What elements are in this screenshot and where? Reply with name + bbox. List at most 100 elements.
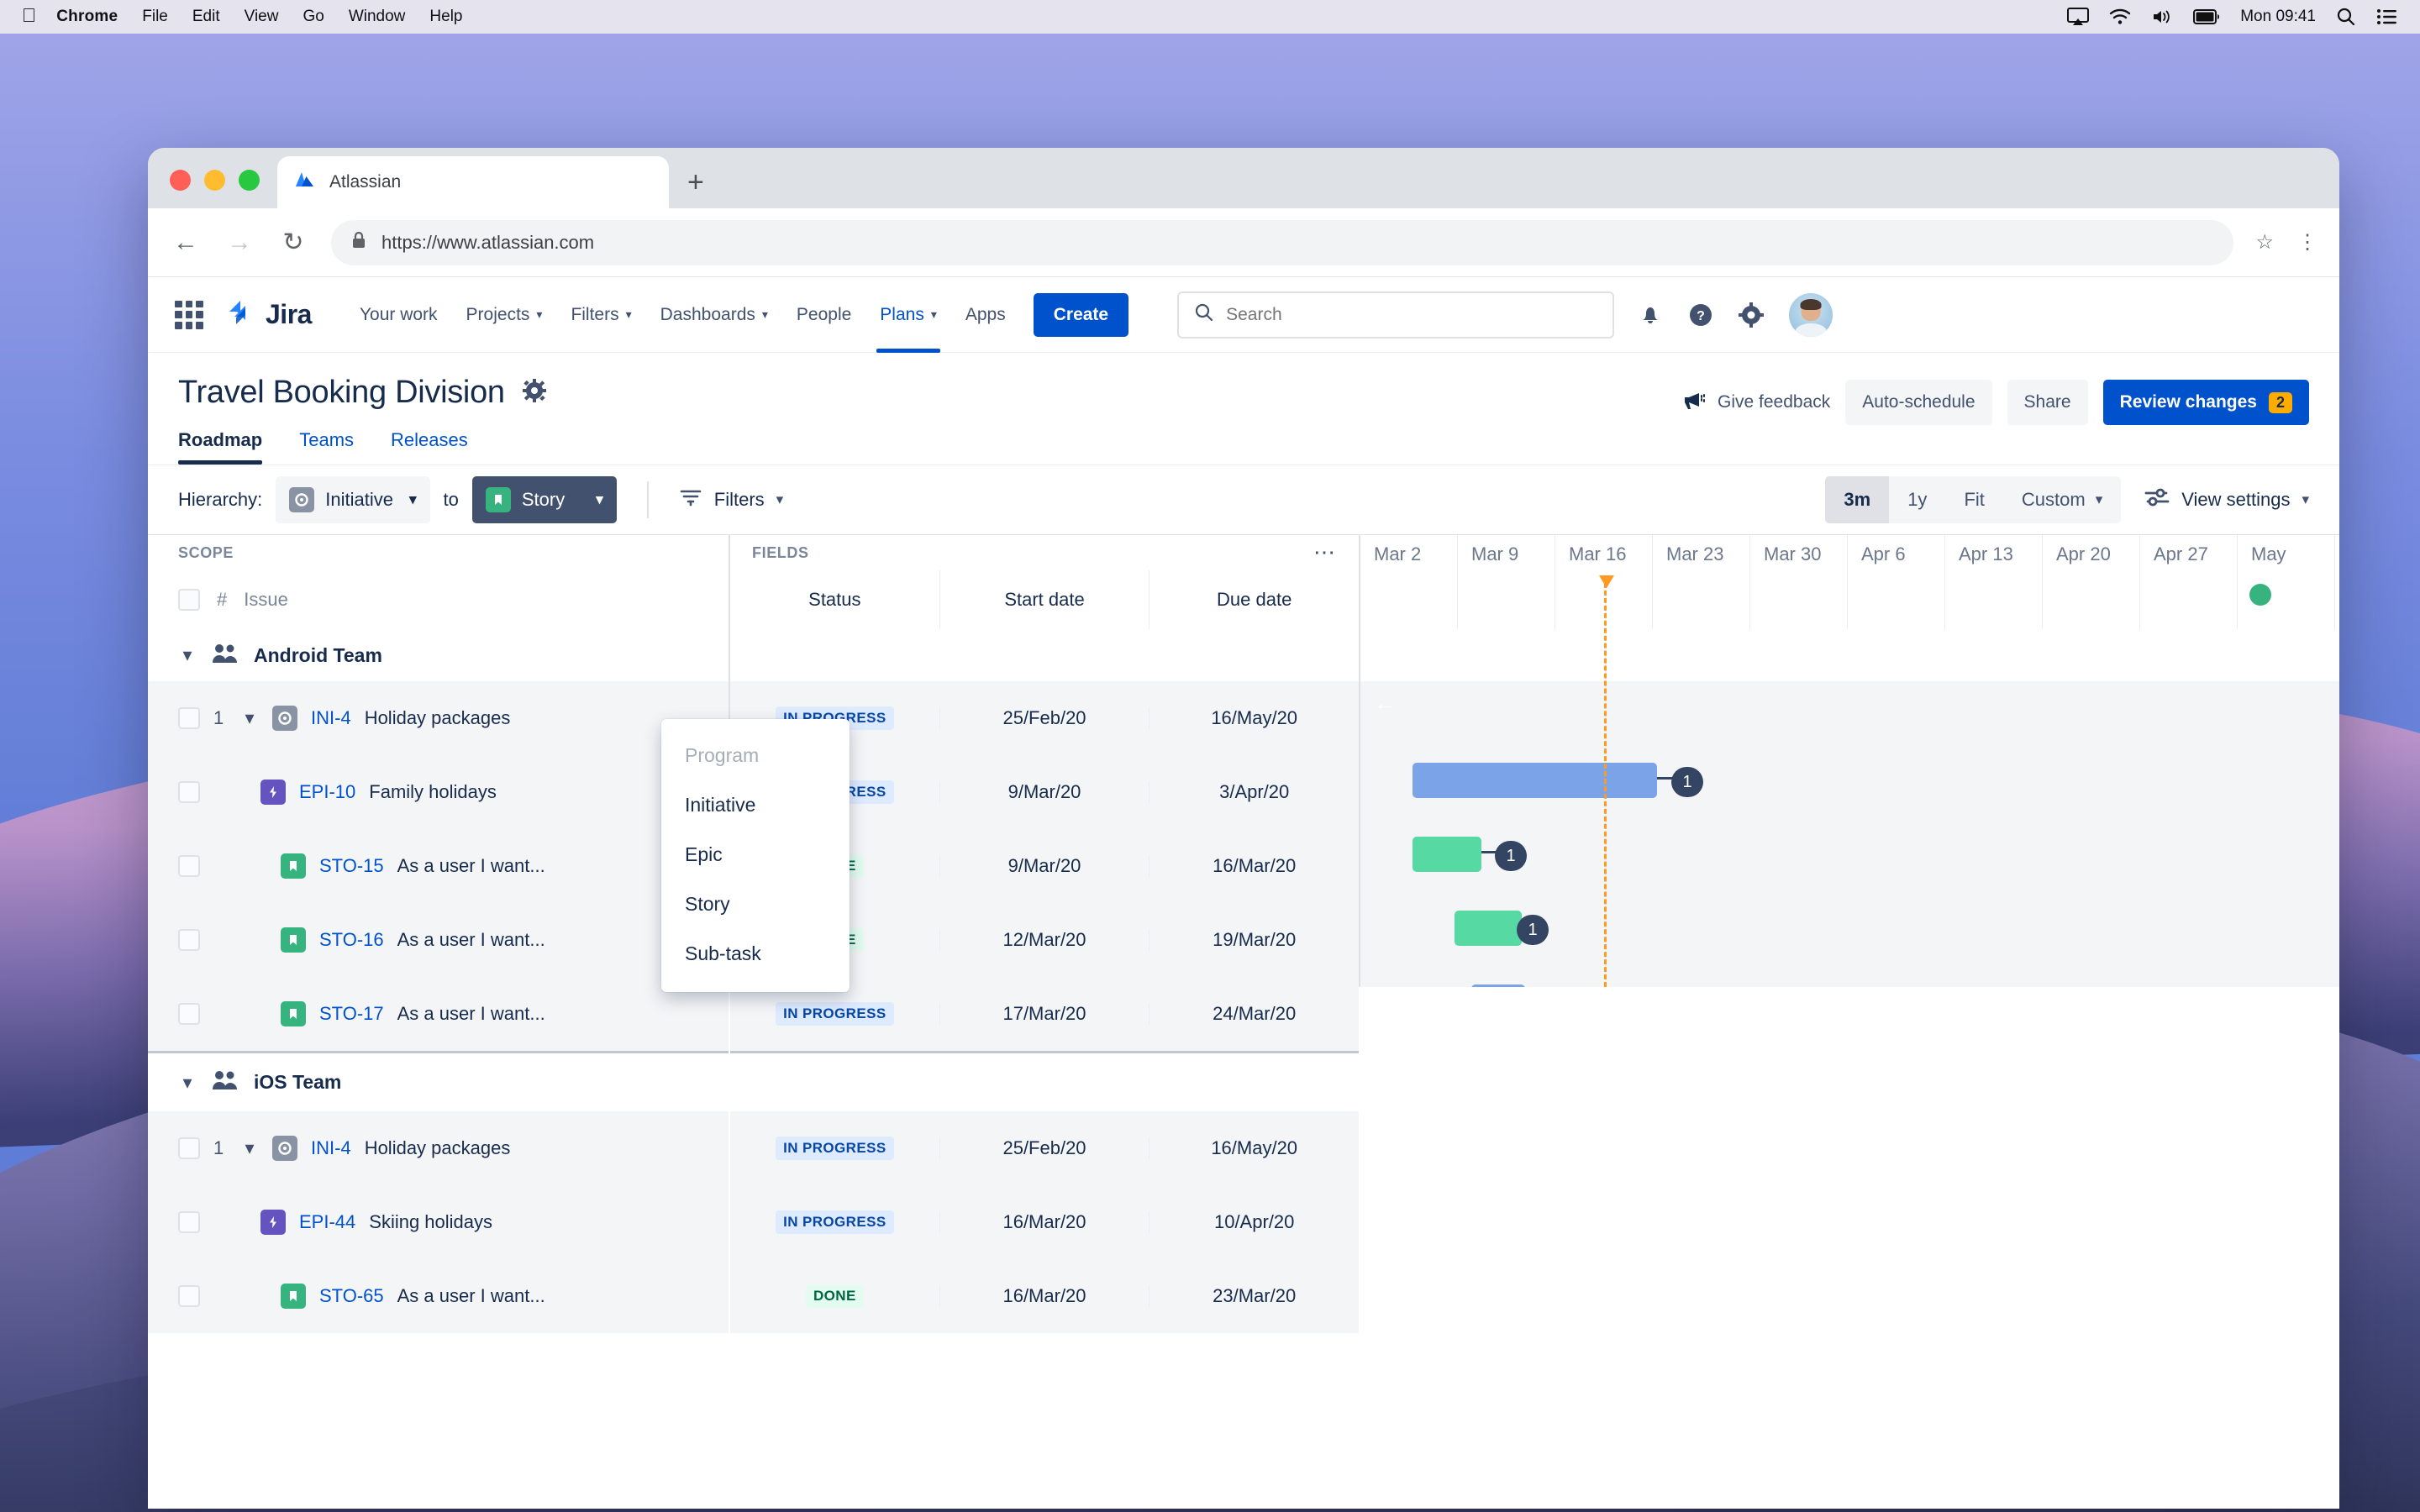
issue-key[interactable]: STO-15 xyxy=(319,855,384,876)
give-feedback-button[interactable]: Give feedback xyxy=(1682,389,1830,416)
release-marker[interactable] xyxy=(2249,584,2271,606)
bell-icon[interactable] xyxy=(1638,302,1663,328)
table-row[interactable]: 1 ▾ INI-4 Holiday packages xyxy=(148,1111,729,1185)
reload-icon[interactable]: ↻ xyxy=(282,228,304,256)
tab-roadmap[interactable]: Roadmap xyxy=(178,429,263,465)
menubar-clock[interactable]: Mon 09:41 xyxy=(2240,8,2316,25)
zoom-option-fit[interactable]: Fit xyxy=(1964,489,1985,510)
timeline-bar-rollup[interactable]: ← xyxy=(1360,688,2339,718)
dependency-badge[interactable]: 1 xyxy=(1671,767,1703,797)
minimize-window-button[interactable] xyxy=(204,170,225,191)
volume-icon[interactable] xyxy=(2151,8,2173,25)
timeline-column[interactable]: Mar 2 Mar 9 Mar 16 Mar 23 Mar 30 Apr 6 A… xyxy=(1360,535,2339,987)
timeline-bar[interactable] xyxy=(1413,763,1657,798)
dropdown-item-initiative[interactable]: Initiative xyxy=(685,794,756,816)
hierarchy-from-select[interactable]: Initiative ▾ xyxy=(276,476,430,523)
timeline-bar[interactable] xyxy=(1455,911,1522,946)
battery-icon[interactable] xyxy=(2193,9,2220,24)
column-header-start-date[interactable]: Start date xyxy=(939,570,1150,629)
tab-teams[interactable]: Teams xyxy=(299,429,355,450)
issue-key[interactable]: EPI-10 xyxy=(299,781,356,802)
forward-arrow-icon[interactable]: → xyxy=(227,228,252,256)
issue-key[interactable]: STO-16 xyxy=(319,929,384,950)
issue-key[interactable]: STO-65 xyxy=(319,1285,384,1306)
chevron-down-icon[interactable]: ▾ xyxy=(182,1071,192,1093)
avatar[interactable] xyxy=(1789,292,1833,337)
chevron-down-icon[interactable]: ▾ xyxy=(245,1137,255,1158)
search-input[interactable] xyxy=(1226,304,1598,325)
url-bar[interactable]: https://www.atlassian.com xyxy=(331,219,2234,265)
select-all-checkbox[interactable] xyxy=(178,589,200,611)
review-changes-button[interactable]: Review changes 2 xyxy=(2102,380,2309,425)
issue-key[interactable]: INI-4 xyxy=(311,1137,351,1158)
column-header-status[interactable]: Status xyxy=(808,589,861,610)
nav-item-projects[interactable]: Projects ▾ xyxy=(452,277,557,353)
jira-logo[interactable]: Jira xyxy=(225,299,312,331)
nav-item-people[interactable]: People xyxy=(782,277,865,353)
more-options-icon[interactable]: ⋯ xyxy=(1313,539,1337,565)
issue-key[interactable]: STO-17 xyxy=(319,1003,384,1024)
share-button[interactable]: Share xyxy=(2007,380,2088,425)
row-checkbox[interactable] xyxy=(178,707,200,729)
menu-item-view[interactable]: View xyxy=(229,8,279,25)
group-header-android-team[interactable]: ▾ Android Team xyxy=(148,629,729,681)
zoom-option-1y[interactable]: 1y xyxy=(1907,489,1928,510)
help-circle-icon[interactable]: ? xyxy=(1688,302,1713,328)
nav-item-apps[interactable]: Apps xyxy=(951,277,1020,353)
column-header-due-date[interactable]: Due date xyxy=(1149,570,1359,629)
nav-item-dashboards[interactable]: Dashboards ▾ xyxy=(646,277,782,353)
issue-key[interactable]: EPI-44 xyxy=(299,1211,356,1232)
table-row[interactable]: STO-15 As a user I want... xyxy=(148,829,729,903)
row-checkbox[interactable] xyxy=(178,855,200,877)
tab-releases[interactable]: Releases xyxy=(391,429,468,450)
browser-tab[interactable]: Atlassian xyxy=(277,156,669,208)
filters-button[interactable]: Filters ▾ xyxy=(679,487,783,512)
menu-app-name[interactable]: Chrome xyxy=(42,8,118,25)
row-checkbox[interactable] xyxy=(178,1137,200,1159)
table-row[interactable]: EPI-10 Family holidays xyxy=(148,755,729,829)
timeline-body[interactable]: ← 1 1 1 1 xyxy=(1360,629,2339,987)
dropdown-item-sub-task[interactable]: Sub-task xyxy=(685,942,761,964)
group-header-ios-team[interactable]: ▾ iOS Team xyxy=(148,1051,729,1111)
nav-item-your-work[interactable]: Your work xyxy=(345,277,452,353)
issue-key[interactable]: INI-4 xyxy=(311,707,351,728)
dependency-badge[interactable]: 1 xyxy=(1517,915,1549,945)
hierarchy-to-select[interactable]: Story ▾ xyxy=(471,476,617,523)
chevron-down-icon[interactable]: ▾ xyxy=(182,644,192,665)
wifi-icon[interactable] xyxy=(2109,8,2131,25)
row-checkbox[interactable] xyxy=(178,929,200,951)
table-row[interactable]: EPI-44 Skiing holidays xyxy=(148,1185,729,1259)
zoom-option-custom[interactable]: Custom ▾ xyxy=(2003,476,2121,523)
dropdown-item-story[interactable]: Story xyxy=(685,893,730,915)
row-checkbox[interactable] xyxy=(178,781,200,803)
chevron-down-icon[interactable]: ▾ xyxy=(245,707,255,728)
zoom-option-3m[interactable]: 3m xyxy=(1825,476,1890,523)
app-switcher-icon[interactable] xyxy=(175,300,203,329)
row-checkbox[interactable] xyxy=(178,1211,200,1233)
hierarchy-level-dropdown[interactable]: Program Initiative Epic Story Sub-task xyxy=(661,719,850,992)
table-row[interactable]: STO-17 As a user I want... xyxy=(148,977,729,1051)
auto-schedule-button[interactable]: Auto-schedule xyxy=(1845,380,1992,425)
menu-item-window[interactable]: Window xyxy=(334,8,406,25)
apple-icon[interactable]:  xyxy=(22,5,36,25)
kebab-menu-icon[interactable]: ⋮ xyxy=(2297,231,2317,254)
global-search[interactable] xyxy=(1177,291,1615,339)
timeline-bar[interactable] xyxy=(1471,984,1525,987)
nav-item-filters[interactable]: Filters ▾ xyxy=(556,277,645,353)
new-tab-button[interactable]: + xyxy=(687,166,704,198)
row-checkbox[interactable] xyxy=(178,1285,200,1307)
dropdown-item-epic[interactable]: Epic xyxy=(685,843,723,865)
row-checkbox[interactable] xyxy=(178,1003,200,1025)
close-window-button[interactable] xyxy=(170,170,191,191)
star-icon[interactable]: ☆ xyxy=(2255,231,2274,254)
menu-item-file[interactable]: File xyxy=(128,8,168,25)
menu-item-edit[interactable]: Edit xyxy=(177,8,220,25)
maximize-window-button[interactable] xyxy=(239,170,260,191)
timeline-bar[interactable] xyxy=(1413,837,1481,872)
menu-item-go[interactable]: Go xyxy=(288,8,324,25)
table-row[interactable]: STO-65 As a user I want... xyxy=(148,1259,729,1333)
view-settings-button[interactable]: View settings ▾ xyxy=(2144,486,2309,513)
table-row[interactable]: STO-16 As a user I want... xyxy=(148,903,729,977)
control-center-icon[interactable] xyxy=(2376,8,2398,25)
gear-icon[interactable] xyxy=(522,378,547,407)
